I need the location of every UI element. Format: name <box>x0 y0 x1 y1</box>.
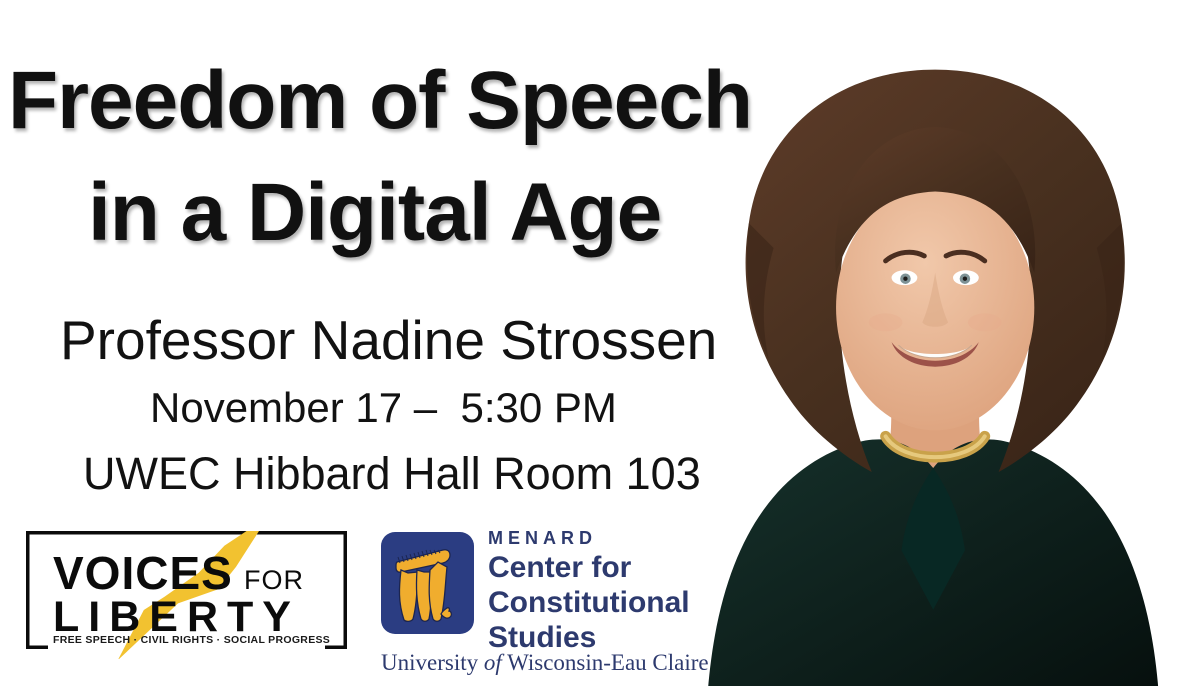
svg-text:FREE SPEECH · CIVIL RIGHTS · S: FREE SPEECH · CIVIL RIGHTS · SOCIAL PROG… <box>53 634 330 646</box>
svg-text:FOR: FOR <box>244 565 304 595</box>
svg-text:VOICES: VOICES <box>53 547 233 599</box>
